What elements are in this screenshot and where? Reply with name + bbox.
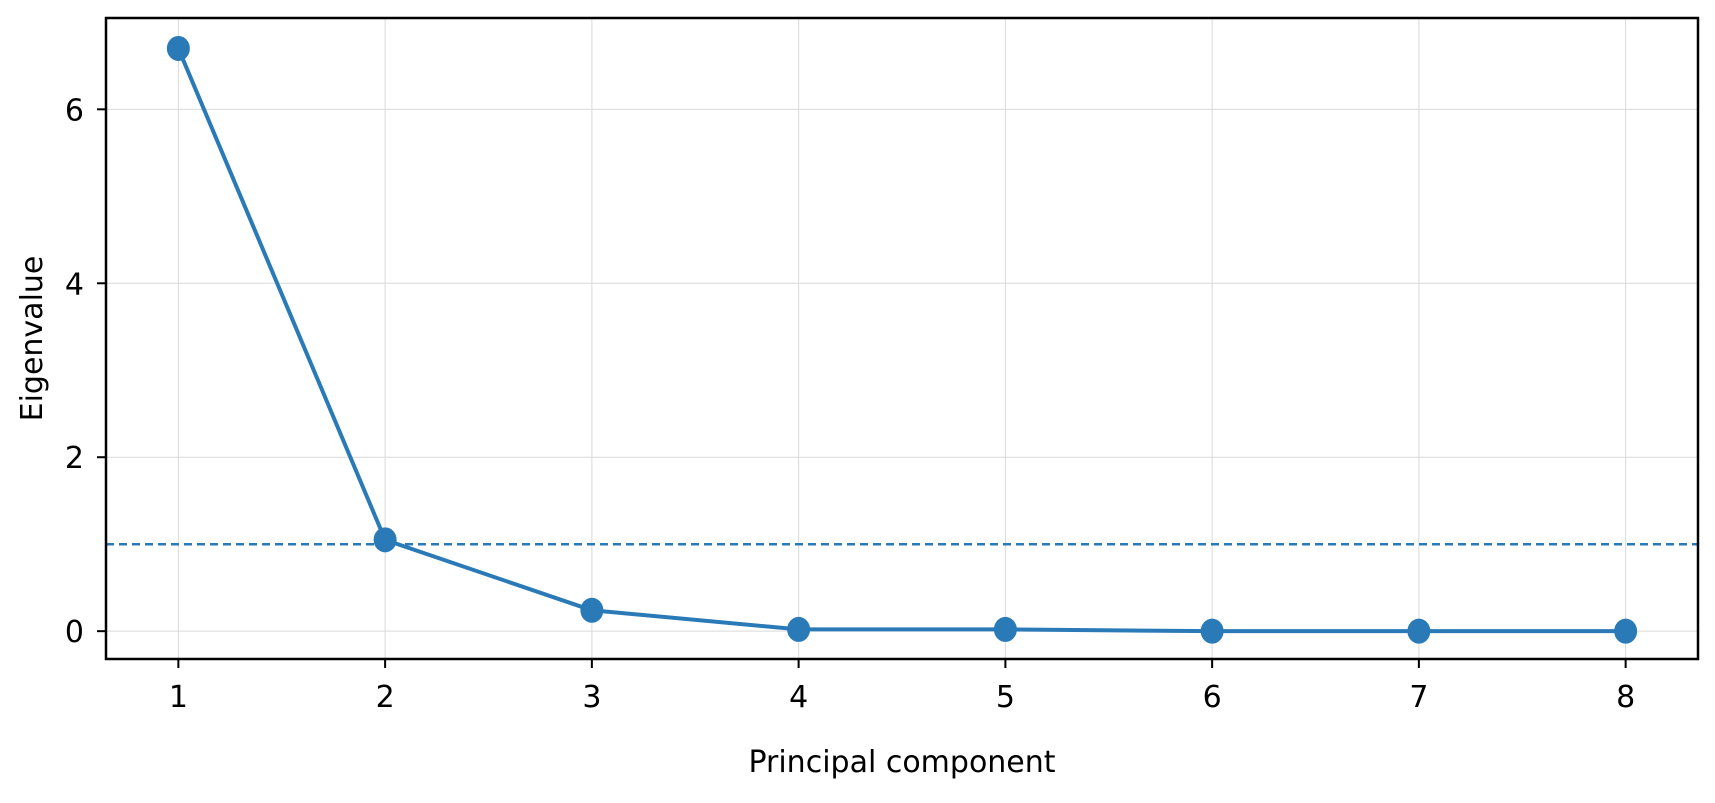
x-tick-label-6: 6 (1203, 680, 1222, 715)
axes-layer: 1 2 3 4 5 6 7 8 0 2 4 6 (65, 16, 1700, 715)
plot-frame (104, 16, 1700, 661)
data-point-7 (1407, 618, 1431, 644)
y-tick-label-4: 6 (65, 93, 84, 128)
data-point-6 (1200, 618, 1224, 644)
data-point-1 (166, 35, 190, 61)
data-point-4 (787, 616, 811, 642)
y-tick-label-2: 2 (65, 441, 84, 476)
x-tick-label-3: 3 (582, 680, 601, 715)
x-tick-label-7: 7 (1409, 680, 1428, 715)
data-point-8 (1614, 618, 1638, 644)
data-point-2 (373, 527, 397, 553)
x-tick-label-8: 8 (1616, 680, 1635, 715)
x-tick-label-4: 4 (789, 680, 808, 715)
y-tick-label-3: 4 (65, 267, 84, 302)
series-line (176, 46, 1628, 634)
x-tick-label-5: 5 (996, 680, 1015, 715)
y-axis-label: Eigenvalue (15, 256, 50, 422)
data-point-5 (993, 616, 1017, 642)
data-point-3 (580, 597, 604, 623)
y-tick-label-1: 0 (65, 615, 84, 650)
x-axis-label: Principal component (748, 745, 1055, 780)
x-tick-label-2: 2 (376, 680, 395, 715)
series-layer (166, 35, 1638, 644)
grid-layer (106, 18, 1698, 659)
x-tick-label-1: 1 (169, 680, 188, 715)
